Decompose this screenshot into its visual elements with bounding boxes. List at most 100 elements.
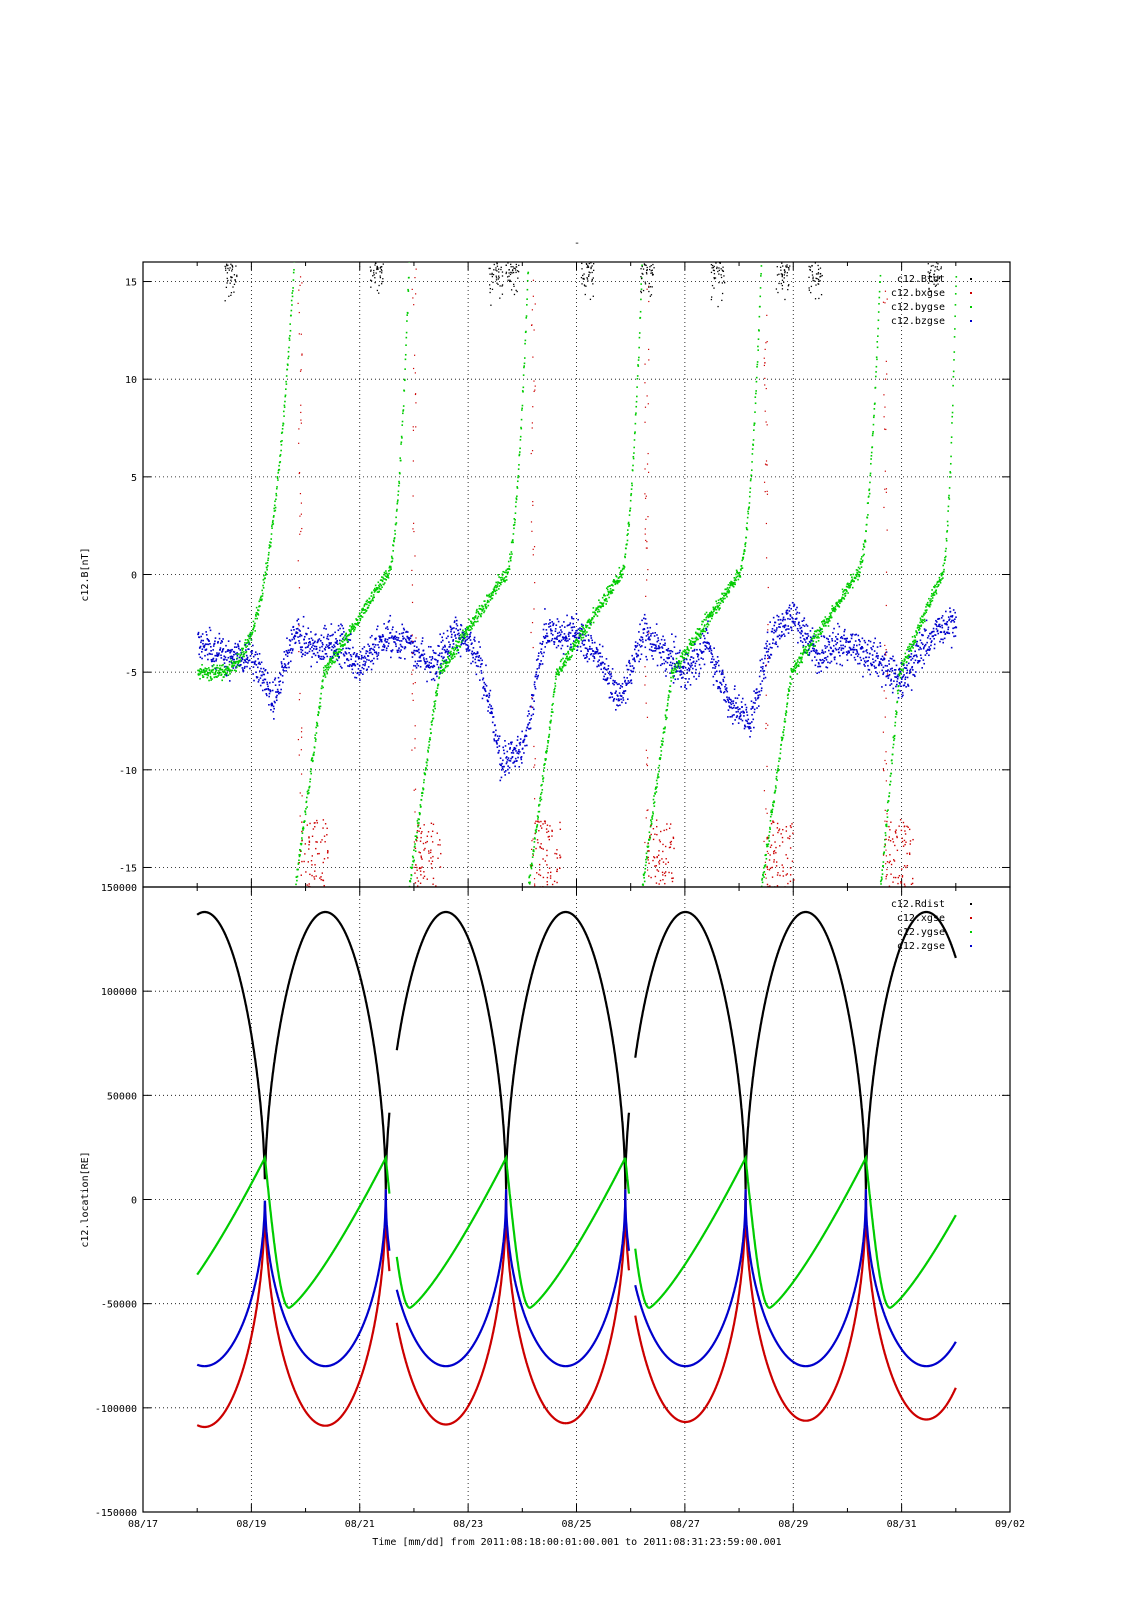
bzgse-point [489,689,492,692]
bzgse-point [866,643,869,646]
bzgse-point [865,649,868,651]
bygse-point [371,597,374,600]
bygse-point [735,579,737,582]
bzgse-point [471,642,473,645]
magnetic-field-panel: 151050-5-10-15c12.B[nT]c12.Btotc12.bxgse… [80,261,1011,888]
bygse-point [651,816,653,819]
bzgse-point [802,624,804,627]
bzgse-point [785,610,788,612]
bzgse-point [615,698,618,701]
bzgse-point [791,601,794,604]
bzgse-point [564,639,566,642]
bzgse-point [369,636,372,639]
bygse-point [598,610,601,613]
bygse-point [723,595,726,597]
bzgse-point [351,668,354,671]
bzgse-point [561,644,564,647]
bygse-point [590,621,593,624]
bzgse-point [720,673,723,676]
bygse-point [213,673,215,676]
bygse-point [825,625,827,627]
bzgse-point [517,750,520,753]
bygse-point [846,586,849,588]
bzgse-point [761,658,763,661]
bygse-point [285,383,288,385]
bzgse-point [333,649,336,652]
bygse-point [897,689,900,692]
bzgse-point [806,636,809,639]
bzgse-point [501,766,504,768]
bzgse-point [730,706,732,709]
bygse-point [495,581,497,584]
bzgse-point [575,631,577,634]
bygse-point [407,288,409,291]
bzgse-point [661,651,664,653]
bygse-point [818,636,820,639]
bygse-point [815,641,818,643]
bzgse-point [496,746,499,749]
bzgse-point [909,670,911,672]
bygse-point [562,665,565,667]
bzgse-point [614,680,616,682]
bzgse-point [545,629,548,631]
bzgse-point [495,740,497,742]
bzgse-point [687,662,689,665]
bzgse-point [215,654,218,657]
bygse-point [881,873,884,875]
bzgse-point [741,706,743,708]
bzgse-point [233,653,235,656]
bzgse-point [754,702,756,704]
bzgse-point [788,606,790,609]
bygse-point [259,605,261,608]
bygse-point [863,545,865,548]
bzgse-point [302,653,304,655]
bygse-point [643,874,645,877]
bygse-point [911,636,914,638]
bygse-point [218,667,221,670]
bygse-point [406,320,408,322]
bygse-point [839,599,842,601]
bygse-point [649,825,652,828]
bygse-point [273,510,276,512]
bygse-point [787,697,789,700]
bygse-point [562,657,564,660]
bygse-point [206,676,209,679]
bzgse-point [683,661,686,664]
bzgse-point [442,632,445,635]
bzgse-point [708,650,711,652]
bygse-point [655,787,657,790]
bzgse-point [587,634,590,636]
bzgse-point [448,641,450,643]
bygse-point [701,630,704,633]
bzgse-point [444,645,446,648]
bygse-point [754,396,757,398]
bygse-point [611,583,613,586]
bygse-point [606,588,609,591]
bygse-point [547,736,550,739]
bygse-point [322,679,324,681]
bzgse-point [837,622,839,625]
bygse-point [514,519,516,521]
bzgse-point [572,640,575,642]
bzgse-point [469,639,472,641]
bygse-point [228,671,231,673]
bygse-point [583,633,586,636]
bzgse-point [267,685,269,688]
bzgse-point [549,622,551,624]
bzgse-point [634,644,637,647]
bzgse-point [235,667,237,669]
bygse-point [634,413,637,416]
bzgse-point [325,652,328,655]
bzgse-point [784,618,786,621]
bzgse-point [223,655,226,658]
bzgse-point [867,659,870,662]
bygse-point [397,499,399,502]
bygse-point [252,627,255,629]
bzgse-point [285,649,288,652]
bygse-point [481,609,484,611]
bygse-point [735,576,738,579]
bzgse-point [347,647,350,650]
bzgse-point [206,653,209,656]
bygse-point [412,860,415,863]
bzgse-point [500,776,503,779]
